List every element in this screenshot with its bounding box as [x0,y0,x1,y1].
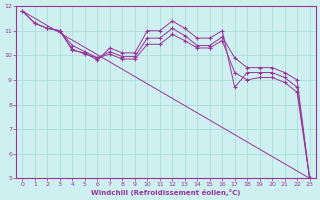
X-axis label: Windchill (Refroidissement éolien,°C): Windchill (Refroidissement éolien,°C) [91,189,241,196]
